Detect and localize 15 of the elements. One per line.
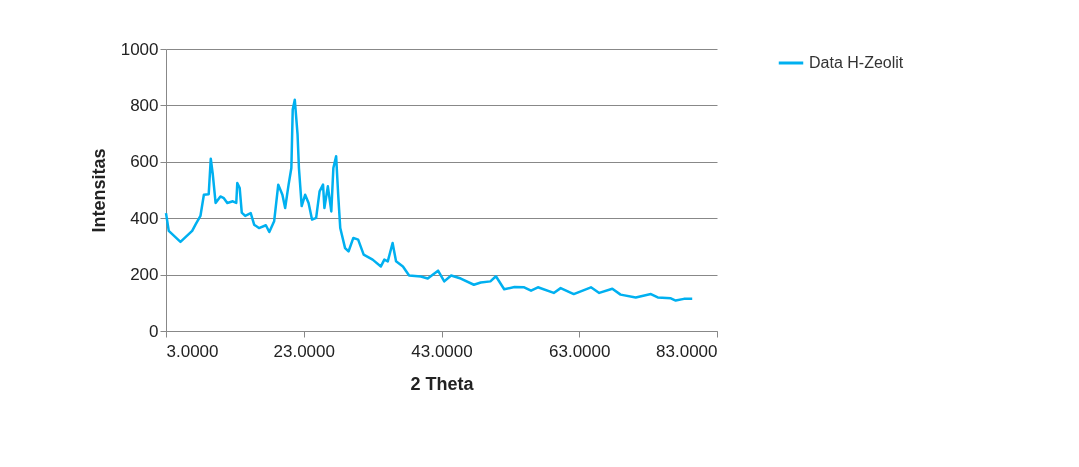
y-axis-title: Intensitas (88, 148, 109, 233)
y-tick-label: 800 (130, 95, 159, 115)
x-tick-label: 63.0000 (549, 341, 611, 361)
x-tick-label: 23.0000 (273, 341, 335, 361)
legend-label: Data H-Zeolit (809, 54, 904, 71)
line-series (164, 98, 694, 302)
x-tick-label: 43.0000 (411, 341, 473, 361)
x-tick-label: 3.0000 (166, 341, 219, 361)
y-tick-label: 1000 (120, 39, 159, 59)
y-tick-label: 0 (149, 321, 159, 341)
y-tick-label: 200 (130, 265, 159, 285)
y-tick-label: 400 (130, 208, 159, 228)
x-tick-label: 83.0000 (656, 341, 718, 361)
x-axis-title: 2 Theta (410, 373, 475, 394)
y-tick-label: 600 (130, 152, 159, 172)
